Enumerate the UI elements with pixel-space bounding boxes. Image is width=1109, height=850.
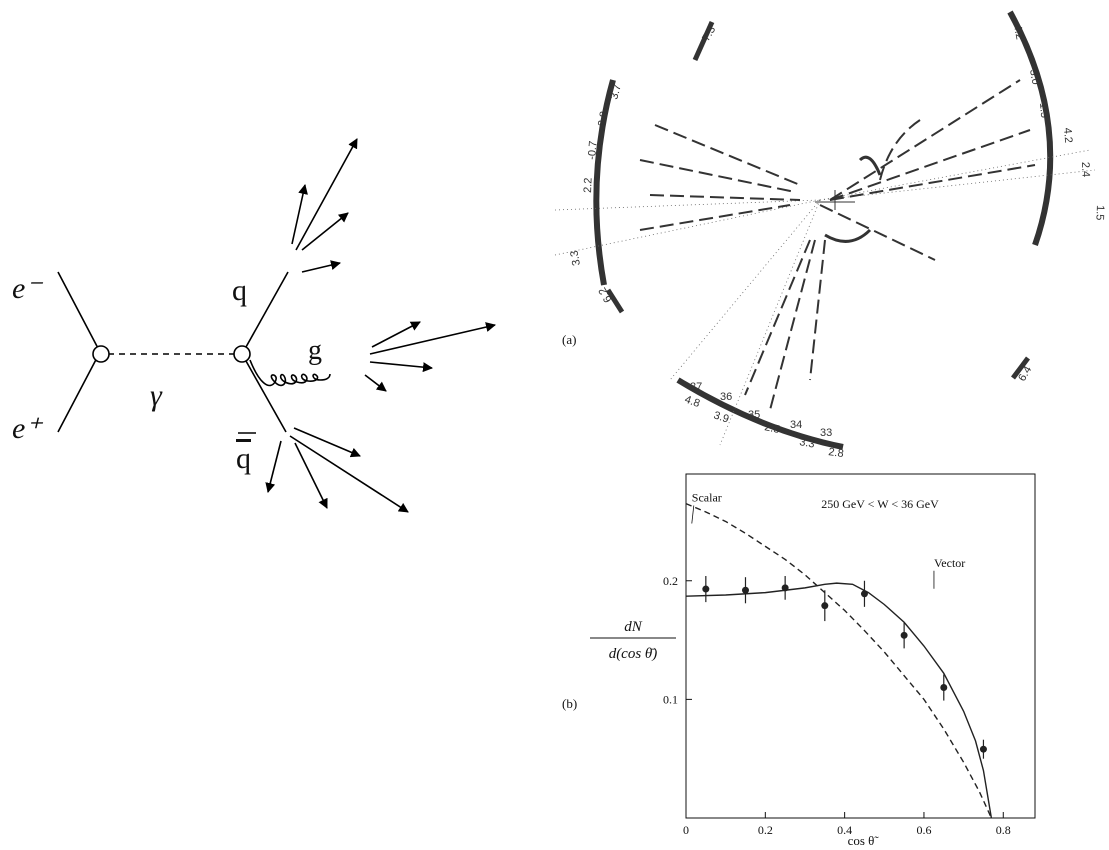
y-label-numerator: dN bbox=[624, 619, 643, 635]
energy-label: 2.8 bbox=[596, 110, 610, 127]
photon-label: γ bbox=[150, 379, 163, 412]
data-point bbox=[860, 590, 868, 598]
chart: 0 0.2 0.4 0.6 0.8 0.1 0.2 Scalar Vector bbox=[663, 473, 1036, 837]
energy-label: 1.5 bbox=[1037, 102, 1050, 118]
curve bbox=[685, 503, 993, 819]
event-labels: 7.33.72.8-0.72.23.36.24.23.01.54.22.41.5… bbox=[568, 23, 1106, 460]
energy-label: 6.2 bbox=[597, 285, 615, 304]
x-tick-label: 0 bbox=[683, 823, 689, 837]
counter-label: 34 bbox=[790, 419, 802, 431]
x-tick-label: 0.2 bbox=[758, 823, 773, 837]
x-tick-label: 0.8 bbox=[996, 823, 1011, 837]
x-tick-label: 0.4 bbox=[837, 823, 852, 837]
quark-label: q bbox=[232, 274, 247, 307]
label-leader bbox=[691, 505, 695, 524]
plot-frame bbox=[685, 473, 1036, 819]
energy-label: 3.0 bbox=[1027, 68, 1041, 85]
antiquark-label: q bbox=[236, 442, 251, 475]
panel-label: (a) bbox=[562, 332, 576, 347]
data-point bbox=[900, 631, 908, 639]
data-point bbox=[821, 602, 829, 610]
y-tick-label: 0.2 bbox=[663, 574, 678, 588]
curve-label: Scalar bbox=[692, 491, 722, 505]
annotation: 250 GeV < W < 36 GeV bbox=[821, 497, 939, 511]
energy-label: -0.7 bbox=[586, 140, 600, 160]
x-tick-label: 0.6 bbox=[916, 823, 931, 837]
counter-label: 33 bbox=[820, 427, 832, 439]
energy-label: 3.9 bbox=[712, 409, 730, 425]
electron-label: e⁻ bbox=[12, 272, 43, 305]
energy-label: 3.3 bbox=[568, 249, 582, 266]
event-display bbox=[554, 10, 1096, 450]
energy-label: 1.5 bbox=[1093, 205, 1106, 221]
curve bbox=[685, 582, 993, 819]
data-point bbox=[781, 584, 789, 592]
curve-label: Vector bbox=[934, 556, 965, 570]
y-tick-label: 0.1 bbox=[663, 692, 678, 706]
counter-label: 35 bbox=[748, 409, 760, 421]
feynman-diagram bbox=[57, 138, 496, 513]
energy-label: 4.2 bbox=[1011, 23, 1025, 40]
data-point bbox=[979, 745, 987, 753]
y-label-denominator: d(cos θ̄) bbox=[609, 646, 658, 662]
panel-label: (b) bbox=[562, 696, 577, 711]
counter-label: 37 bbox=[690, 381, 702, 393]
energy-label: 3.3 bbox=[798, 436, 815, 450]
energy-label: 4.8 bbox=[683, 394, 701, 411]
data-point bbox=[702, 585, 710, 593]
data-point bbox=[940, 684, 948, 692]
positron-label: e⁺ bbox=[12, 412, 43, 445]
energy-label: 3.7 bbox=[608, 83, 624, 101]
energy-label: 2.5 bbox=[763, 421, 780, 436]
gluon-label: g bbox=[308, 335, 322, 366]
x-label: cos θ̃ bbox=[848, 833, 880, 848]
counter-label: 36 bbox=[720, 391, 732, 403]
data-point bbox=[741, 586, 749, 594]
energy-label: 2.2 bbox=[582, 177, 595, 193]
energy-label: 4.2 bbox=[1061, 127, 1074, 143]
energy-label: 2.4 bbox=[1079, 162, 1092, 178]
energy-label: 2.8 bbox=[828, 446, 845, 460]
